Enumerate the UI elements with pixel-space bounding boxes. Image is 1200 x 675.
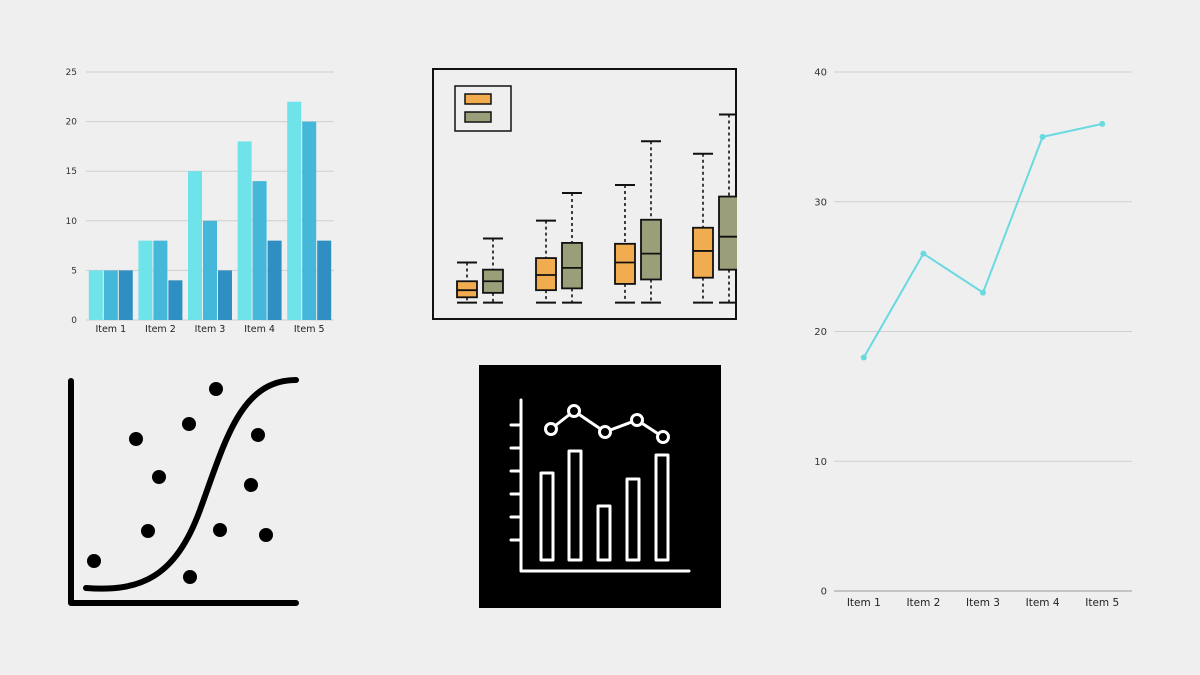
bar: [218, 270, 232, 320]
bar: [188, 171, 202, 320]
legend-swatch: [464, 111, 492, 123]
x-category-label: Item 1: [95, 324, 126, 335]
icon-axis-ticks: [509, 423, 523, 542]
y-tick-label: 10: [814, 457, 827, 468]
box: [561, 242, 583, 290]
data-point: [1039, 133, 1046, 140]
y-tick-label: 5: [71, 266, 77, 276]
box: [692, 226, 714, 279]
bar: [302, 121, 317, 320]
scatter-sigmoid-curve-icon: [60, 370, 310, 615]
data-point: [980, 289, 986, 296]
x-category-label: Item 4: [1026, 597, 1060, 609]
legend-swatch: [464, 93, 492, 105]
bar: [138, 240, 153, 320]
box: [614, 242, 636, 285]
x-category-label: Item 5: [1085, 597, 1119, 609]
bar: [287, 101, 302, 320]
bar: [267, 240, 282, 320]
box: [640, 218, 662, 281]
axes-lines: [68, 378, 299, 606]
y-tick-label: 20: [814, 327, 827, 338]
y-tick-label: 40: [814, 68, 827, 79]
box: [718, 195, 740, 271]
plot-frame: [432, 68, 737, 320]
line-chart: 0 10 20 30 40 Item 1 Item 2 Item 3 Item 4 Item 5: [814, 68, 1132, 609]
sigmoid-curve: [83, 377, 299, 592]
x-category-label: Item 1: [847, 597, 881, 609]
bar: [237, 141, 252, 320]
bar: [103, 270, 118, 320]
grouped-bar-chart: 0 5 10 15 20 25 Item 1 Item 2 Item 3 Item 4 Item 5: [66, 68, 334, 335]
y-tick-label: 25: [66, 68, 77, 78]
icon-axes: [519, 398, 691, 573]
icon-bar: [539, 471, 555, 562]
bar: [88, 270, 103, 320]
x-category-label: Item 4: [244, 324, 275, 335]
icon-bar: [567, 449, 583, 562]
x-category-label: Item 2: [145, 324, 176, 335]
scatter-dots: [87, 382, 273, 584]
data-point: [860, 354, 867, 361]
legend-box: [454, 85, 512, 132]
x-category-label: Item 3: [966, 597, 1000, 609]
x-category-label: Item 3: [195, 324, 226, 335]
icon-bar: [654, 453, 670, 562]
bar: [203, 220, 217, 320]
y-tick-label: 20: [66, 118, 78, 128]
line-chart-panel: 0 10 20 30 40 Item 1 Item 2 Item 3 Item 4 Item 5: [790, 60, 1145, 620]
y-tick-label: 0: [71, 316, 77, 326]
box-plot-chart: [432, 68, 740, 320]
data-point: [920, 250, 927, 257]
series-line: [862, 122, 1103, 358]
icon-trend-markers: [544, 404, 670, 444]
icon-bar: [596, 504, 612, 562]
y-tick-label: 30: [814, 197, 827, 208]
bar-line-analytics-icon: [479, 365, 721, 608]
bar: [153, 240, 168, 320]
y-tick-label: 10: [66, 217, 78, 227]
y-tick-label: 0: [821, 587, 827, 598]
y-tick-label: 15: [66, 167, 77, 177]
data-point: [1099, 120, 1106, 127]
bar: [317, 240, 332, 320]
x-category-label: Item 2: [906, 597, 940, 609]
bar: [252, 181, 267, 320]
bar: [118, 270, 133, 320]
grouped-bar-chart-panel: 0 5 10 15 20 25 Item 1 Item 2 Item 3 Item 4 Item 5: [55, 60, 345, 345]
bar: [168, 280, 183, 320]
box-plot-panel: [432, 68, 740, 320]
x-category-label: Item 5: [294, 324, 325, 335]
icon-bar: [625, 477, 641, 562]
